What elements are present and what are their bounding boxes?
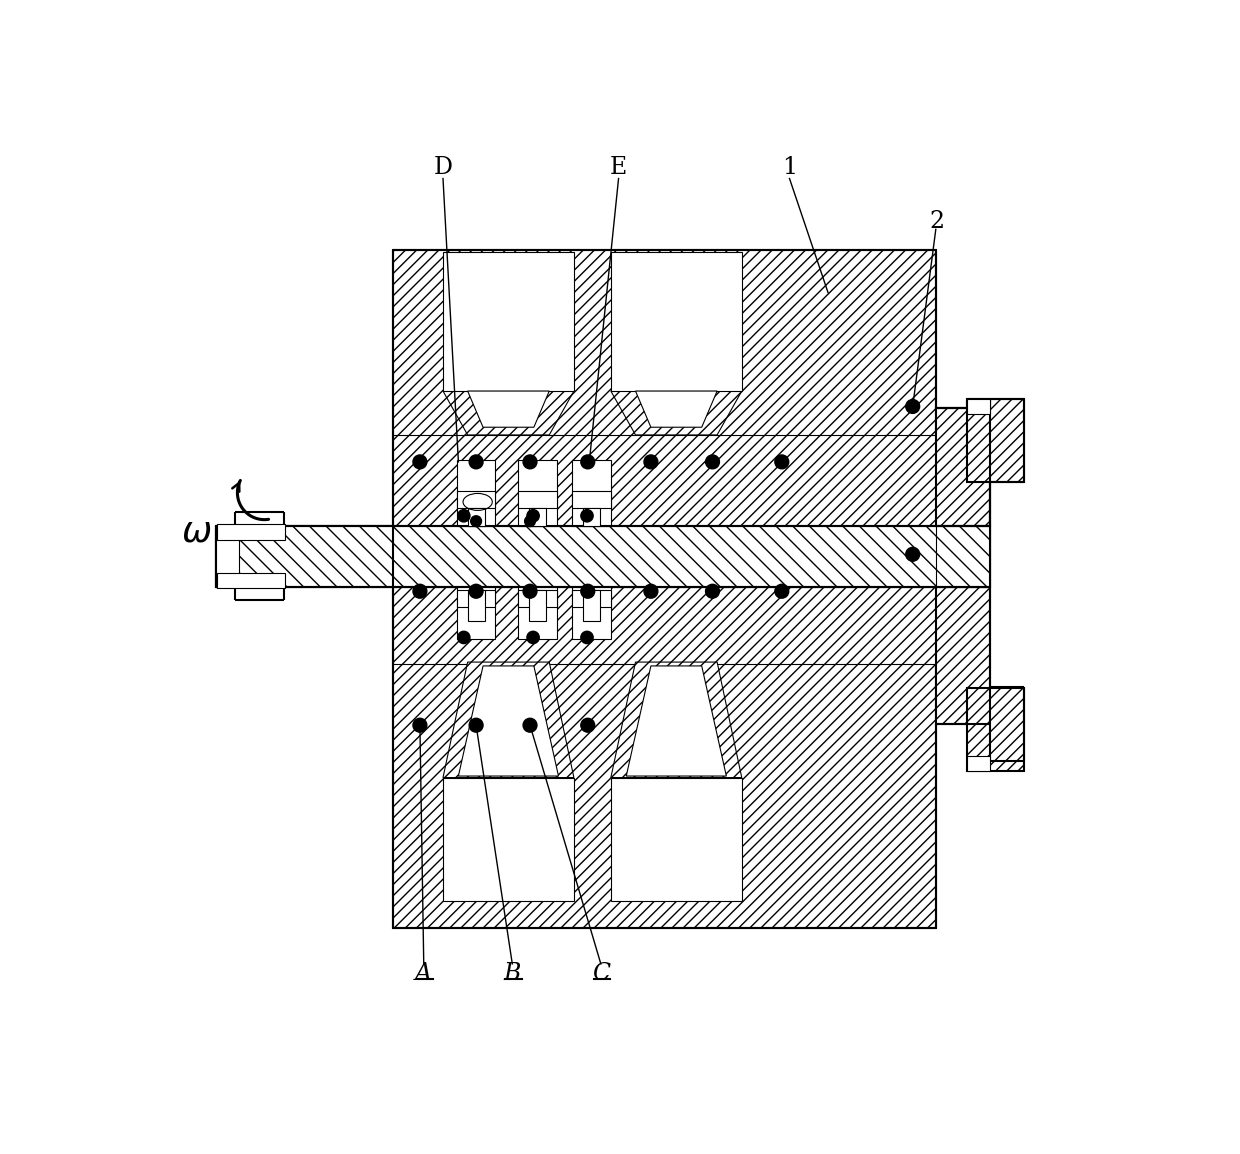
- Bar: [573, 591, 611, 607]
- Bar: [611, 778, 742, 901]
- Circle shape: [644, 455, 658, 469]
- Polygon shape: [459, 666, 558, 775]
- Polygon shape: [611, 391, 742, 435]
- Bar: [467, 508, 485, 526]
- Polygon shape: [611, 662, 742, 778]
- Text: $\omega$: $\omega$: [181, 515, 212, 548]
- Circle shape: [775, 455, 789, 469]
- Bar: [217, 572, 285, 589]
- Bar: [393, 586, 936, 664]
- Bar: [393, 250, 936, 526]
- Circle shape: [471, 516, 481, 526]
- Bar: [217, 524, 285, 540]
- Bar: [456, 586, 495, 639]
- Bar: [573, 586, 611, 639]
- Circle shape: [580, 510, 593, 522]
- Bar: [529, 508, 546, 526]
- Bar: [529, 591, 546, 621]
- Circle shape: [458, 631, 470, 644]
- Bar: [467, 591, 485, 621]
- Circle shape: [469, 584, 484, 598]
- Bar: [216, 526, 239, 586]
- Circle shape: [527, 510, 539, 522]
- Circle shape: [580, 455, 595, 469]
- Circle shape: [458, 510, 470, 522]
- Bar: [518, 460, 557, 526]
- Bar: [583, 591, 600, 621]
- Bar: [936, 526, 990, 586]
- Bar: [518, 591, 557, 607]
- Circle shape: [523, 455, 537, 469]
- Bar: [967, 756, 990, 771]
- Circle shape: [413, 718, 427, 732]
- Circle shape: [413, 455, 427, 469]
- Bar: [936, 409, 990, 526]
- Bar: [573, 460, 611, 526]
- Circle shape: [413, 584, 427, 598]
- Bar: [393, 586, 936, 928]
- Bar: [611, 253, 742, 391]
- Bar: [443, 778, 574, 901]
- Text: B: B: [503, 962, 521, 986]
- Circle shape: [525, 516, 536, 526]
- Polygon shape: [467, 391, 549, 427]
- Circle shape: [469, 455, 484, 469]
- Bar: [518, 492, 557, 508]
- Circle shape: [523, 584, 537, 598]
- Bar: [967, 399, 990, 414]
- Bar: [518, 586, 557, 639]
- Circle shape: [580, 718, 595, 732]
- Polygon shape: [443, 662, 574, 778]
- Bar: [456, 591, 495, 607]
- Circle shape: [469, 718, 484, 732]
- Circle shape: [580, 584, 595, 598]
- Circle shape: [905, 547, 920, 561]
- Circle shape: [523, 718, 537, 732]
- Bar: [936, 586, 990, 724]
- Text: 1: 1: [782, 156, 797, 179]
- Text: C: C: [591, 962, 610, 986]
- Text: A: A: [415, 962, 433, 986]
- Text: D: D: [434, 156, 453, 179]
- Circle shape: [706, 584, 719, 598]
- Circle shape: [775, 584, 789, 598]
- Text: E: E: [610, 156, 627, 179]
- Circle shape: [580, 631, 593, 644]
- Circle shape: [905, 399, 920, 413]
- Bar: [967, 688, 1024, 771]
- Polygon shape: [635, 391, 717, 427]
- Circle shape: [706, 455, 719, 469]
- Bar: [573, 492, 611, 508]
- Bar: [443, 253, 574, 391]
- Bar: [456, 492, 495, 508]
- Bar: [936, 526, 967, 586]
- Bar: [936, 526, 990, 586]
- Bar: [216, 526, 393, 586]
- Text: 2: 2: [930, 210, 945, 233]
- Bar: [583, 508, 600, 526]
- Bar: [456, 460, 495, 526]
- Bar: [216, 526, 990, 586]
- Polygon shape: [626, 666, 727, 775]
- Circle shape: [527, 631, 539, 644]
- Polygon shape: [443, 391, 574, 435]
- Circle shape: [644, 584, 658, 598]
- Bar: [393, 435, 936, 526]
- Bar: [967, 399, 1024, 482]
